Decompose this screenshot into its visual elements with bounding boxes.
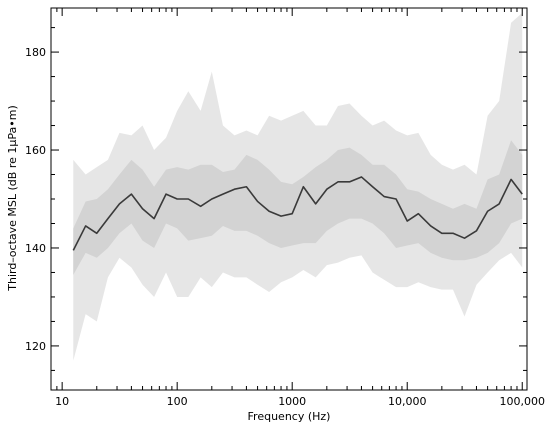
y-tick-label: 120 [25,340,46,353]
x-tick-label: 10,000 [388,395,427,408]
bands-group [73,12,523,361]
y-tick-label: 160 [25,144,46,157]
y-axis-label: Third–octave MSL (dB re 1μPa•m) [6,105,19,292]
ticks-group: 10 100 1000 10,000 100,000 120 140 160 180 [25,8,545,408]
x-tick-label: 100 [167,395,188,408]
y-tick-label: 180 [25,46,46,59]
median-line [72,176,523,251]
x-tick-label: 10 [55,395,69,408]
y-tick-label: 140 [25,242,46,255]
x-tick-label: 1000 [278,395,306,408]
x-axis-label: Frequency (Hz) [248,410,331,423]
median-group [72,176,523,251]
x-tick-label: 100,000 [499,395,545,408]
inner-band [73,140,523,275]
